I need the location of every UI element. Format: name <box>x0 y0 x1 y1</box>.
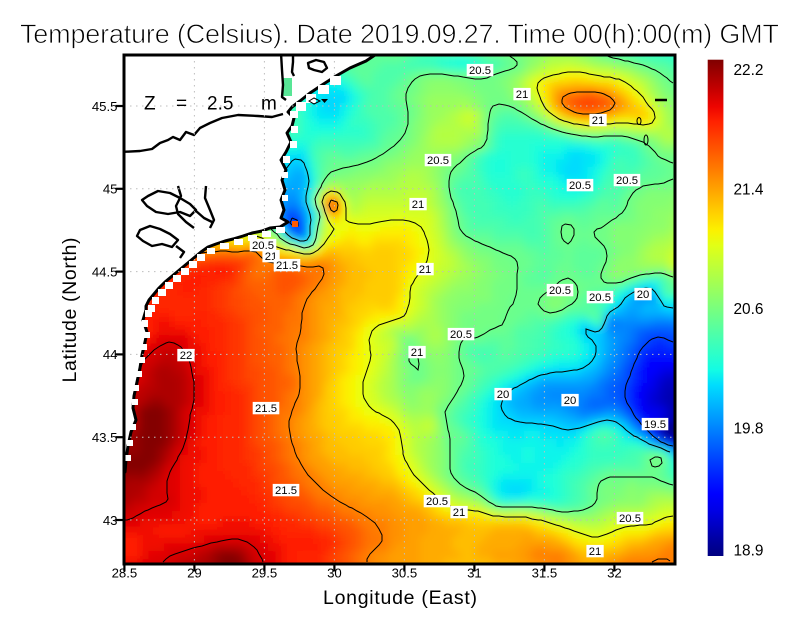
svg-text:29: 29 <box>187 566 202 581</box>
svg-text:45.5: 45.5 <box>92 99 118 114</box>
svg-text:21: 21 <box>411 347 424 359</box>
svg-text:2.5: 2.5 <box>207 94 233 115</box>
svg-text:21: 21 <box>453 507 466 519</box>
svg-text:43.5: 43.5 <box>92 430 118 445</box>
svg-text:20.5: 20.5 <box>450 329 472 341</box>
svg-text:20.5: 20.5 <box>427 155 449 167</box>
svg-text:20.5: 20.5 <box>252 240 274 252</box>
svg-text:=: = <box>176 94 187 115</box>
svg-text:21: 21 <box>412 199 425 211</box>
svg-text:20.5: 20.5 <box>569 180 591 192</box>
svg-text:28.5: 28.5 <box>112 566 138 581</box>
svg-text:22: 22 <box>180 350 193 362</box>
svg-text:20.5: 20.5 <box>469 65 491 77</box>
svg-text:20.5: 20.5 <box>426 496 448 508</box>
svg-text:44.5: 44.5 <box>92 264 118 279</box>
svg-text:Latitude (North): Latitude (North) <box>59 238 81 383</box>
svg-text:20: 20 <box>564 395 577 407</box>
svg-text:20: 20 <box>497 389 510 401</box>
svg-text:32: 32 <box>607 566 622 581</box>
svg-text:20: 20 <box>637 289 650 301</box>
svg-text:30.5: 30.5 <box>392 566 418 581</box>
svg-text:Temperature (Celsius). Date 20: Temperature (Celsius). Date 2019.09.27. … <box>20 19 779 49</box>
svg-text:44: 44 <box>103 347 118 362</box>
svg-text:20.6: 20.6 <box>734 301 764 318</box>
svg-text:19.5: 19.5 <box>644 419 666 431</box>
svg-text:31: 31 <box>467 566 482 581</box>
svg-text:18.9: 18.9 <box>734 542 764 559</box>
svg-text:21: 21 <box>592 115 605 127</box>
svg-text:22.2: 22.2 <box>734 62 764 79</box>
svg-text:45: 45 <box>103 182 118 197</box>
svg-text:31.5: 31.5 <box>532 566 558 581</box>
svg-text:20.5: 20.5 <box>619 513 641 525</box>
svg-text:20.5: 20.5 <box>616 175 638 187</box>
svg-text:43: 43 <box>103 513 118 528</box>
svg-text:19.8: 19.8 <box>734 421 764 438</box>
svg-text:Longitude (East): Longitude (East) <box>323 587 477 609</box>
svg-text:30: 30 <box>327 566 342 581</box>
svg-text:21.4: 21.4 <box>734 182 764 199</box>
svg-text:20.5: 20.5 <box>549 285 571 297</box>
svg-text:m: m <box>261 94 277 115</box>
svg-text:21: 21 <box>419 264 432 276</box>
svg-text:20.5: 20.5 <box>589 292 611 304</box>
svg-text:21.5: 21.5 <box>276 260 298 272</box>
svg-text:21: 21 <box>516 89 529 101</box>
svg-text:29.5: 29.5 <box>252 566 278 581</box>
svg-text:21: 21 <box>589 546 602 558</box>
svg-text:Z: Z <box>144 94 156 115</box>
svg-text:21.5: 21.5 <box>275 485 297 497</box>
svg-text:21.5: 21.5 <box>255 403 277 415</box>
